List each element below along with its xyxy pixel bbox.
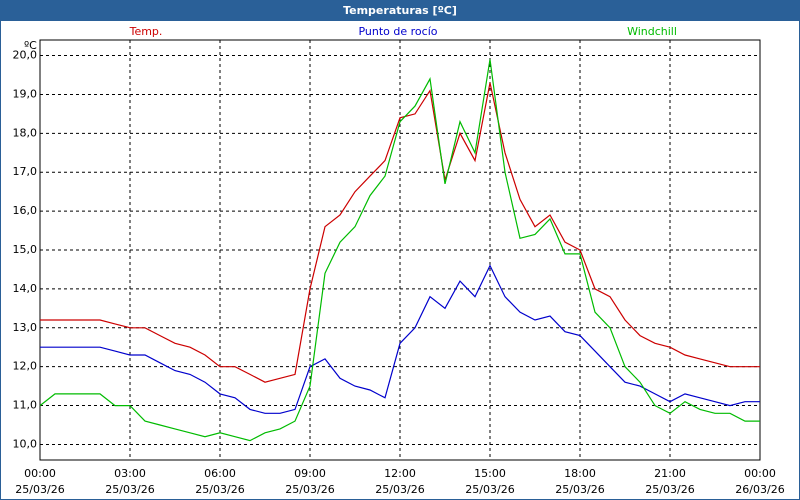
x-tick-date: 25/03/26: [105, 483, 154, 496]
x-tick-date: 25/03/26: [555, 483, 604, 496]
y-tick-label: 14,0: [13, 282, 38, 295]
title-bar: [0, 0, 800, 21]
data-line: [40, 82, 760, 383]
x-tick-label: 12:00: [384, 467, 416, 480]
x-tick-date: 25/03/26: [15, 483, 64, 496]
y-tick-label: 19,0: [13, 87, 38, 100]
y-tick-label: 13,0: [13, 321, 38, 334]
x-tick-date: 25/03/26: [375, 483, 424, 496]
x-tick-label: 00:00: [24, 467, 56, 480]
x-tick-date: 25/03/26: [195, 483, 244, 496]
x-tick-label: 15:00: [474, 467, 506, 480]
y-tick-label: 20,0: [13, 49, 38, 62]
x-tick-date: 25/03/26: [645, 483, 694, 496]
y-tick-label: 15,0: [13, 243, 38, 256]
y-tick-label: 10,0: [13, 437, 38, 450]
x-tick-date: 26/03/26: [735, 483, 784, 496]
x-tick-label: 21:00: [654, 467, 686, 480]
y-tick-label: 11,0: [13, 399, 38, 412]
legend-entry: Punto de rocío: [358, 25, 437, 38]
data-line: [39, 59, 760, 442]
y-tick-label: 12,0: [13, 360, 38, 373]
y-tick-label: 16,0: [13, 204, 38, 217]
x-tick-label: 06:00: [204, 467, 236, 480]
legend-entry: Temp.: [129, 25, 163, 38]
x-tick-date: 25/03/26: [465, 483, 514, 496]
chart-title: Temperaturas [ºC]: [343, 4, 457, 17]
y-tick-label: 18,0: [13, 126, 38, 139]
x-tick-label: 09:00: [294, 467, 326, 480]
y-tick-label: 17,0: [13, 165, 38, 178]
x-tick-label: 18:00: [564, 467, 596, 480]
x-tick-label: 00:00: [744, 467, 776, 480]
y-unit: ºC: [24, 39, 37, 52]
x-tick-label: 03:00: [114, 467, 146, 480]
legend-entry: Windchill: [627, 25, 677, 38]
data-line: [40, 264, 760, 414]
x-tick-date: 25/03/26: [285, 483, 334, 496]
